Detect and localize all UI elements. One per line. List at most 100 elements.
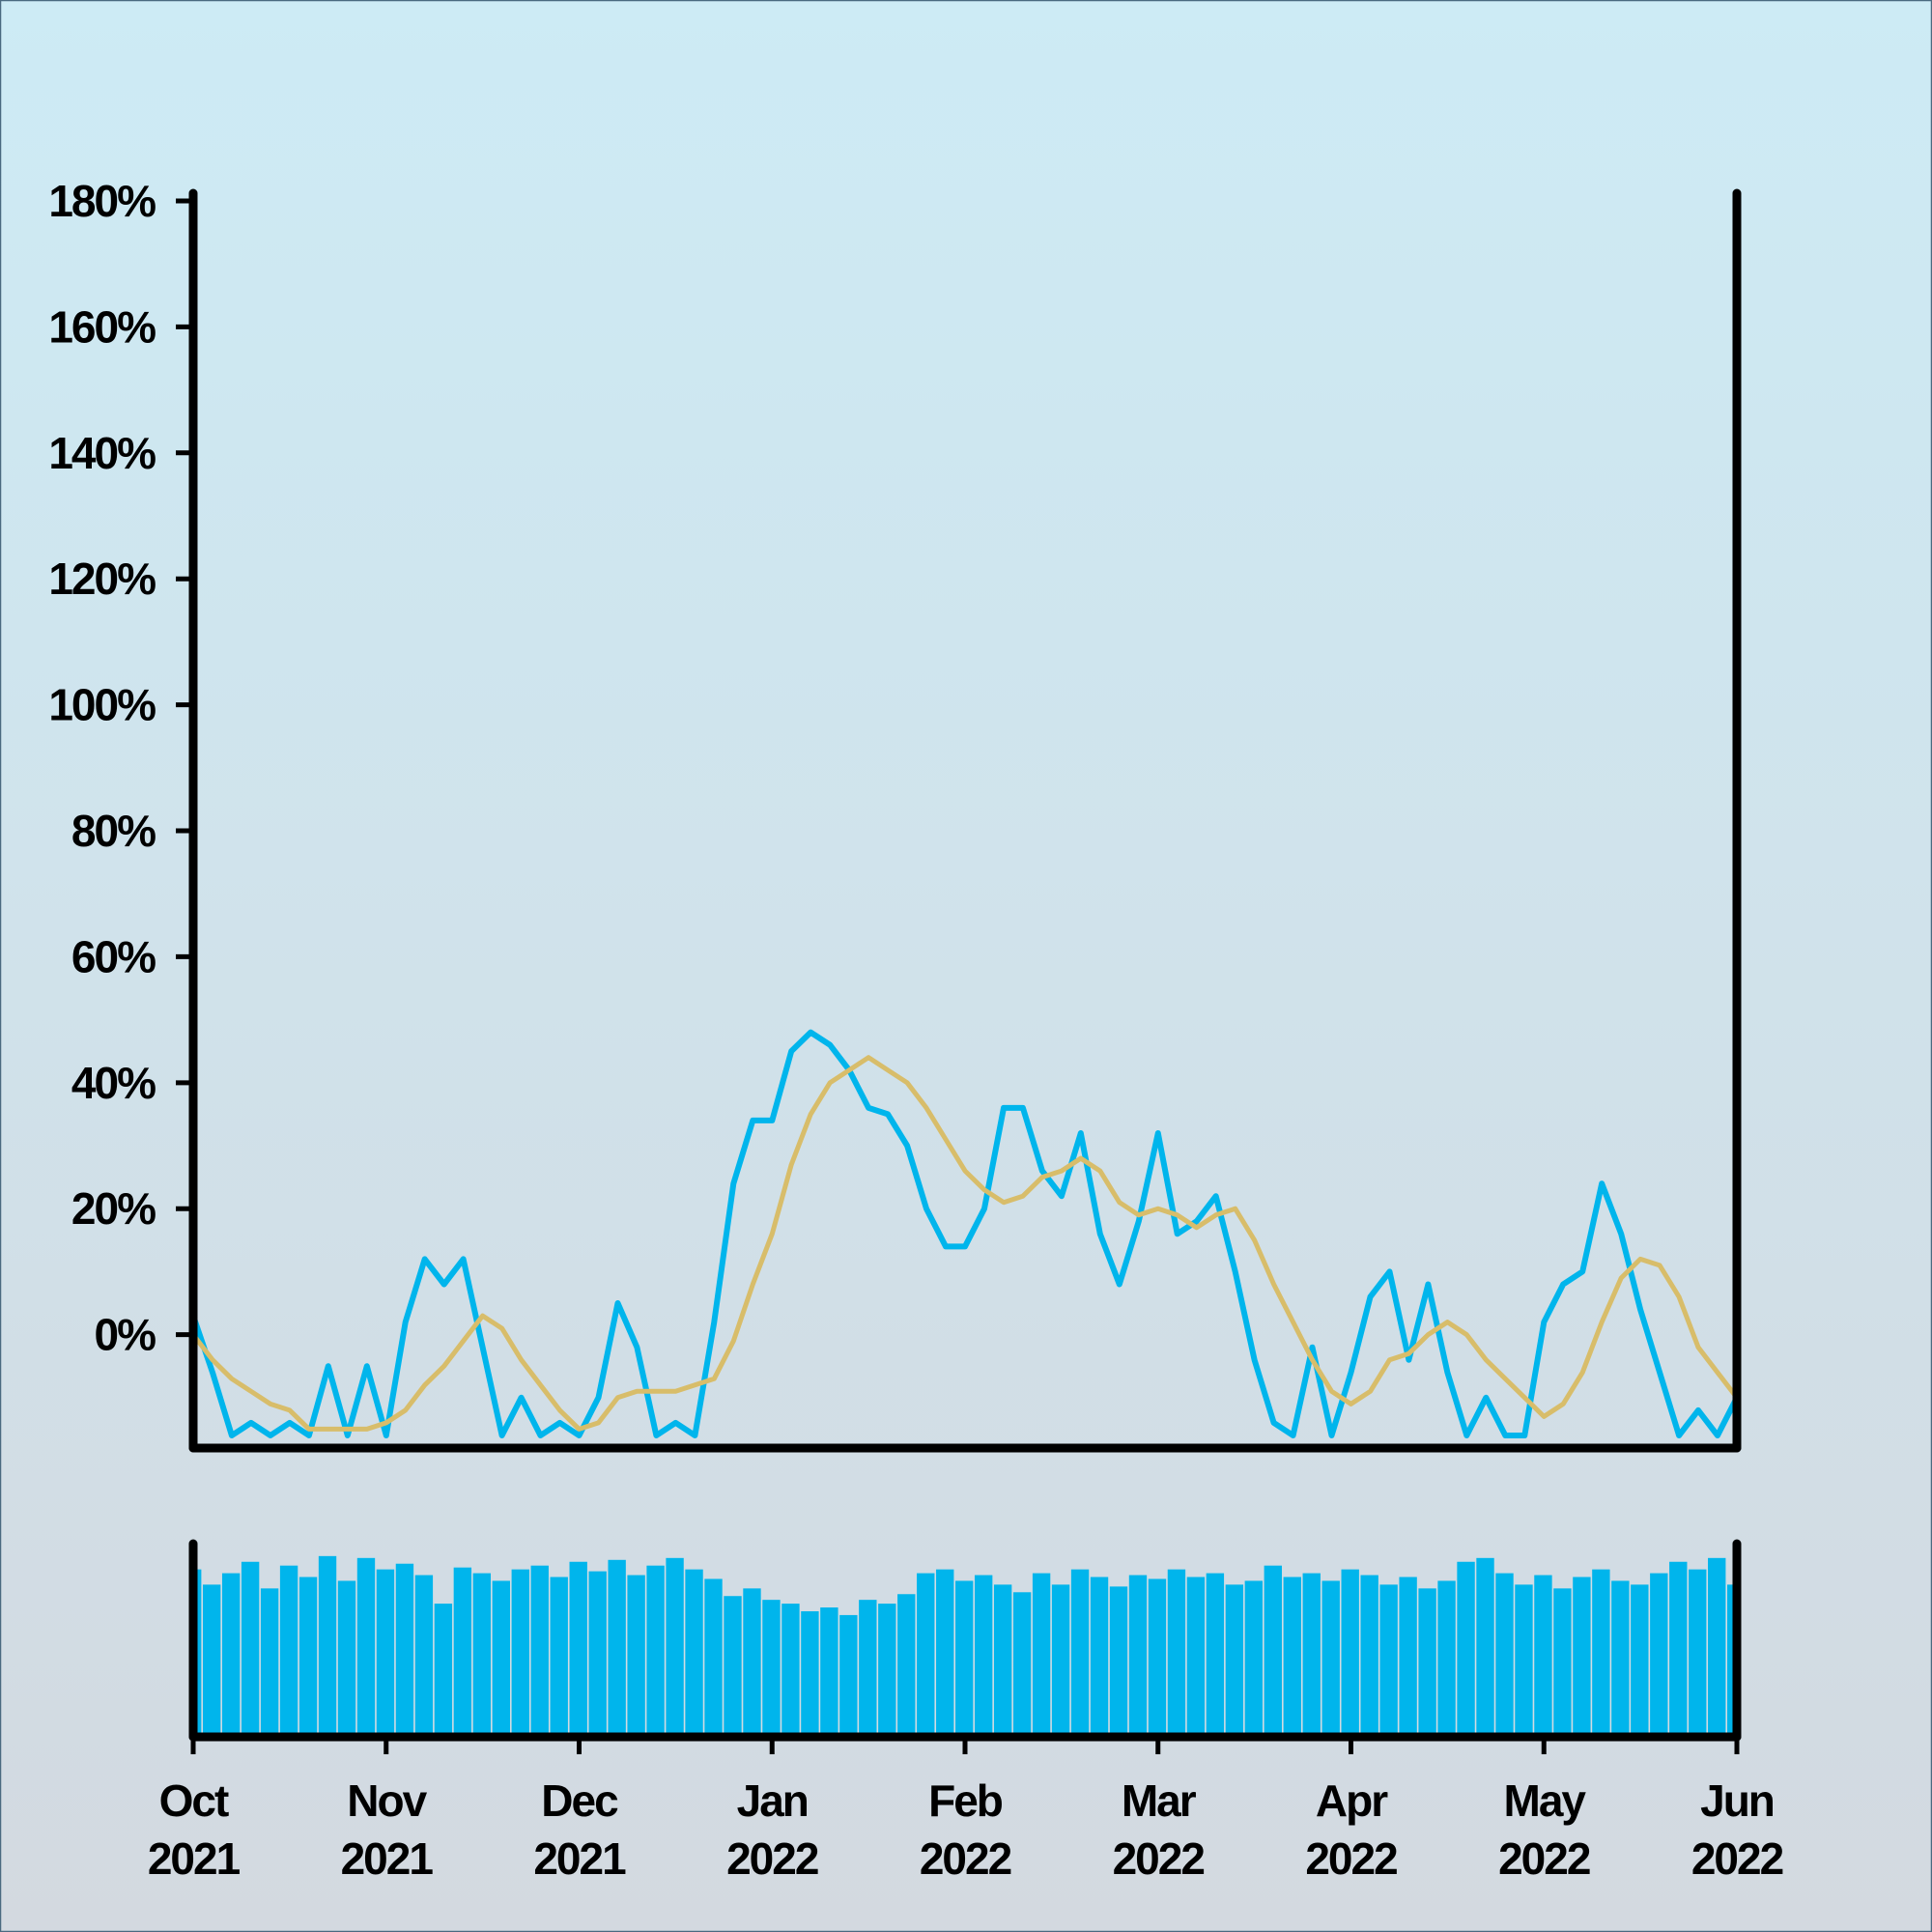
- volume-bar: [356, 1557, 376, 1737]
- y-tick-label: 40%: [71, 1058, 156, 1108]
- labels: 0% 20% 40% 60% 80% 100% 120% 140% 160% 180% Oct 202…: [48, 176, 1784, 1884]
- volume-bar: [530, 1565, 549, 1737]
- y-tick-label: 0%: [95, 1310, 156, 1360]
- line-series: [193, 1029, 1737, 1438]
- volume-bar: [608, 1559, 626, 1737]
- volume-bar: [1128, 1575, 1148, 1737]
- x-tick-label-line: Feb: [928, 1776, 1003, 1826]
- volume-bar: [202, 1584, 221, 1737]
- volume-bar: [492, 1580, 510, 1737]
- volume-bar: [627, 1575, 645, 1737]
- volume-bar: [1534, 1575, 1552, 1737]
- volume-bar: [1495, 1573, 1514, 1737]
- x-tick-label-line: Mar: [1122, 1776, 1197, 1826]
- volume-bar: [974, 1575, 993, 1737]
- volume-bar: [1051, 1584, 1070, 1737]
- volume-bar: [1186, 1577, 1206, 1737]
- volume-bar: [839, 1614, 858, 1737]
- volume-bar: [1167, 1569, 1186, 1737]
- volume-bar: [1109, 1586, 1128, 1737]
- volume-bar: [376, 1569, 395, 1737]
- x-tick-label-line: Jun: [1700, 1776, 1774, 1826]
- volume-bar: [337, 1580, 356, 1737]
- volume-bar: [955, 1580, 974, 1737]
- volume-bar: [588, 1571, 607, 1737]
- x-tick-label-line: 2022: [1691, 1833, 1783, 1884]
- y-tick-label: 60%: [71, 931, 156, 981]
- volume-bar: [993, 1584, 1012, 1737]
- volume-bar: [781, 1604, 800, 1737]
- volume-bar: [550, 1577, 568, 1737]
- x-tick-label: Dec 2021: [533, 1776, 626, 1884]
- x-tick-label: Nov 2021: [341, 1776, 434, 1884]
- volume-bar: [897, 1594, 916, 1737]
- volume-bar: [1515, 1584, 1533, 1737]
- price-panel: [193, 1029, 1737, 1438]
- x-tick-label-line: Nov: [347, 1776, 427, 1826]
- volume-bar: [1012, 1592, 1032, 1737]
- x-tick-label-line: 2021: [148, 1833, 241, 1884]
- x-tick-label-line: May: [1504, 1776, 1587, 1826]
- volume-bar: [1650, 1573, 1668, 1737]
- x-tick-label-line: Jan: [737, 1776, 808, 1826]
- volume-bar: [1283, 1577, 1301, 1737]
- x-tick-label-line: Apr: [1316, 1776, 1388, 1826]
- volume-bar: [1457, 1561, 1475, 1737]
- volume-bar: [1070, 1569, 1090, 1737]
- volume-bar: [298, 1577, 318, 1737]
- volume-bar: [1148, 1578, 1167, 1737]
- volume-bar: [279, 1565, 298, 1737]
- volume-bar: [1399, 1577, 1417, 1737]
- x-tick-label-line: 2022: [726, 1833, 818, 1884]
- volume-bar: [453, 1567, 472, 1737]
- volume-bar: [878, 1604, 896, 1737]
- y-tick-label: 120%: [48, 554, 156, 604]
- volume-bar: [917, 1573, 935, 1737]
- x-tick-label-line: 2022: [920, 1833, 1011, 1884]
- x-tick-label-line: 2021: [341, 1833, 434, 1884]
- volume-panel: [193, 1555, 1737, 1737]
- volume-bar: [1206, 1573, 1225, 1737]
- volume-bar: [1592, 1569, 1610, 1737]
- volume-bar: [762, 1600, 781, 1737]
- y-tick-label: 20%: [71, 1183, 156, 1234]
- volume-bar: [1708, 1557, 1726, 1737]
- volume-bar: [1032, 1573, 1051, 1737]
- line-series: [193, 1055, 1737, 1432]
- volume-bar: [1302, 1573, 1321, 1737]
- x-tick-label-line: Oct: [159, 1776, 229, 1826]
- x-tick-label-line: 2022: [1498, 1833, 1590, 1884]
- volume-bar: [801, 1610, 819, 1737]
- volume-bar: [646, 1565, 665, 1737]
- volume-bar: [1379, 1584, 1398, 1737]
- volume-bar: [1573, 1577, 1591, 1737]
- volume-bar: [936, 1569, 954, 1737]
- volume-bar: [1727, 1584, 1737, 1737]
- volume-bar: [1341, 1569, 1359, 1737]
- volume-bar: [704, 1578, 723, 1737]
- volume-bar: [1669, 1561, 1688, 1737]
- x-tick-label-line: 2022: [1113, 1833, 1205, 1884]
- volume-bar: [1631, 1584, 1649, 1737]
- volume-bar: [1437, 1580, 1456, 1737]
- x-tick-label: Mar 2022: [1113, 1776, 1205, 1884]
- volume-bar: [1611, 1580, 1630, 1737]
- volume-bar: [434, 1604, 453, 1737]
- volume-bar: [511, 1569, 529, 1737]
- x-tick-label-line: 2022: [1305, 1833, 1397, 1884]
- volume-bar: [395, 1563, 414, 1737]
- volume-bar: [1264, 1565, 1282, 1737]
- y-tick-label: 80%: [71, 806, 156, 856]
- volume-bar: [1689, 1569, 1707, 1737]
- volume-bar: [1321, 1580, 1340, 1737]
- y-tick-label: 140%: [48, 428, 156, 478]
- volume-bar: [1418, 1588, 1436, 1737]
- x-tick-label: May 2022: [1498, 1776, 1590, 1884]
- volume-bar: [260, 1588, 279, 1737]
- volume-bar: [820, 1607, 838, 1737]
- x-tick-label: Apr 2022: [1305, 1776, 1397, 1884]
- volume-bar: [241, 1561, 260, 1737]
- y-tick-label: 180%: [48, 176, 156, 226]
